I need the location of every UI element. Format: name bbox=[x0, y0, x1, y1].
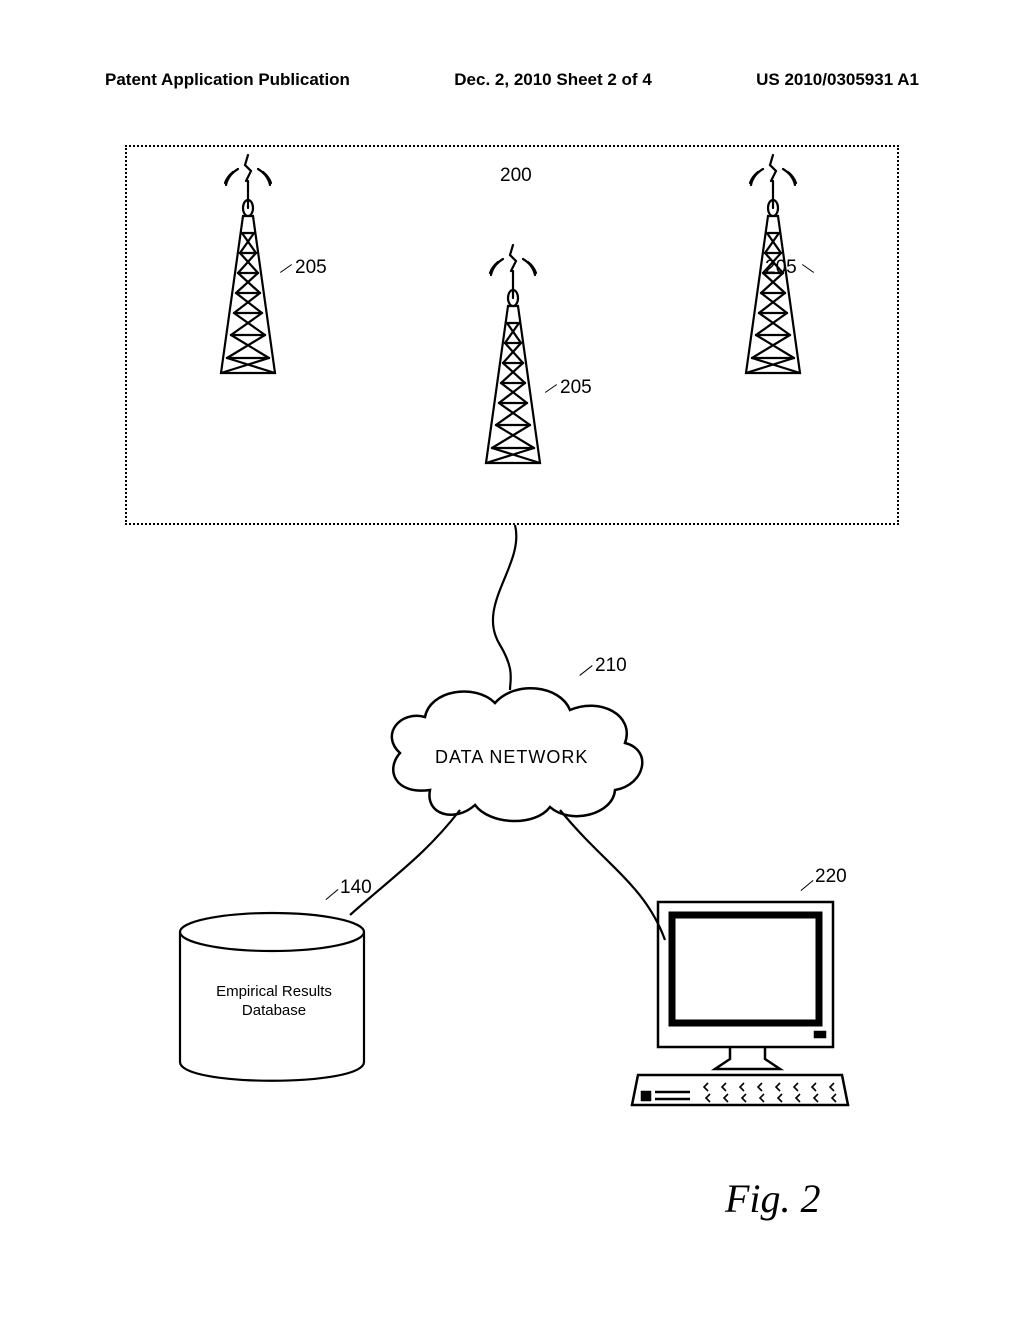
header-left: Patent Application Publication bbox=[105, 70, 350, 90]
database-label: Empirical Results Database bbox=[199, 983, 349, 1021]
ref-label-210: 210 bbox=[595, 655, 627, 677]
header-right: US 2010/0305931 A1 bbox=[756, 70, 919, 90]
page-header: Patent Application Publication Dec. 2, 2… bbox=[105, 70, 919, 90]
db-label-line1: Empirical Results bbox=[216, 983, 332, 1000]
figure-area: 200 bbox=[105, 115, 919, 1225]
db-label-line2: Database bbox=[242, 1002, 306, 1019]
cloud-label: DATA NETWORK bbox=[435, 747, 588, 768]
ref-label-140: 140 bbox=[340, 877, 372, 899]
computer-icon bbox=[630, 897, 850, 1117]
figure-label: Fig. 2 bbox=[725, 1175, 821, 1222]
header-center: Dec. 2, 2010 Sheet 2 of 4 bbox=[454, 70, 652, 90]
ref-label-220: 220 bbox=[815, 866, 847, 888]
